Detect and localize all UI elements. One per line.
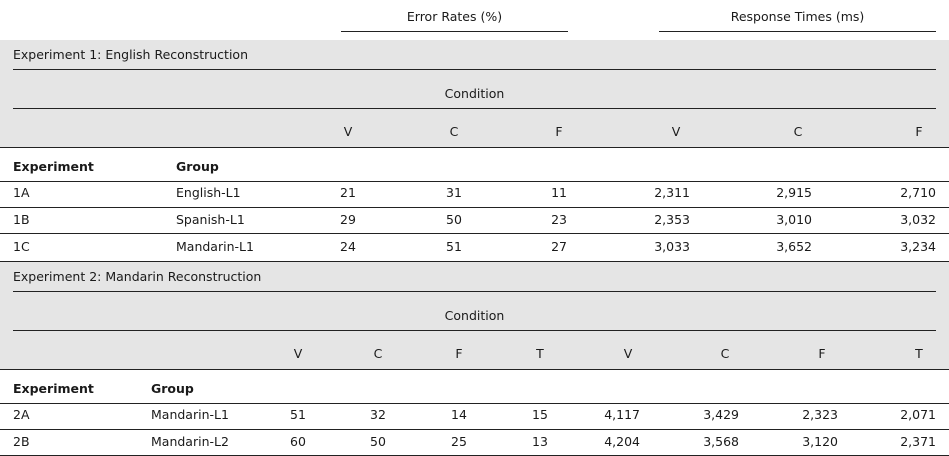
value-cell: 3,010 bbox=[776, 212, 812, 227]
value-cell: 3,032 bbox=[900, 212, 936, 227]
value-cell: 32 bbox=[370, 407, 386, 422]
group-cell: Mandarin-L1 bbox=[176, 239, 254, 254]
exp1-col-header: V bbox=[671, 124, 681, 139]
row-rule bbox=[0, 207, 949, 208]
value-cell: 51 bbox=[446, 239, 462, 254]
error-rates-rule bbox=[341, 31, 568, 32]
exp1-condition-rule bbox=[13, 108, 936, 109]
exp2-col-header: C bbox=[373, 346, 383, 361]
exp2-title: Experiment 2: Mandarin Reconstruction bbox=[13, 269, 262, 284]
value-cell: 51 bbox=[290, 407, 306, 422]
exp2-title-rule bbox=[13, 291, 936, 292]
value-cell: 50 bbox=[446, 212, 462, 227]
value-cell: 4,117 bbox=[604, 407, 640, 422]
exp1-title: Experiment 1: English Reconstruction bbox=[13, 47, 248, 62]
exp1-col-header: C bbox=[449, 124, 459, 139]
exp1-title-rule bbox=[13, 69, 936, 70]
row-rule bbox=[0, 429, 949, 430]
value-cell: 25 bbox=[451, 434, 467, 449]
value-cell: 24 bbox=[340, 239, 356, 254]
value-cell: 2,311 bbox=[654, 185, 690, 200]
experiment-cell: 2B bbox=[13, 434, 30, 449]
experiment-cell: 1C bbox=[13, 239, 30, 254]
value-cell: 13 bbox=[532, 434, 548, 449]
exp1-header-rule bbox=[0, 147, 949, 148]
exp1-experiment-header: Experiment bbox=[13, 159, 94, 174]
value-cell: 2,710 bbox=[900, 185, 936, 200]
exp1-condition-label: Condition bbox=[444, 86, 505, 101]
value-cell: 27 bbox=[551, 239, 567, 254]
exp1-group-header: Group bbox=[176, 159, 219, 174]
value-cell: 14 bbox=[451, 407, 467, 422]
value-cell: 21 bbox=[340, 185, 356, 200]
experiment-cell: 1A bbox=[13, 185, 30, 200]
value-cell: 3,652 bbox=[776, 239, 812, 254]
exp1-col-header: F bbox=[555, 124, 563, 139]
value-cell: 2,353 bbox=[654, 212, 690, 227]
value-cell: 31 bbox=[446, 185, 462, 200]
value-cell: 2,915 bbox=[776, 185, 812, 200]
exp2-group-header: Group bbox=[151, 381, 194, 396]
value-cell: 3,234 bbox=[900, 239, 936, 254]
value-cell: 60 bbox=[290, 434, 306, 449]
experiment-cell: 2A bbox=[13, 407, 30, 422]
group-cell: Mandarin-L1 bbox=[151, 407, 229, 422]
exp1-col-header: F bbox=[915, 124, 923, 139]
error-rates-heading: Error Rates (%) bbox=[406, 9, 503, 24]
exp2-col-header: F bbox=[818, 346, 826, 361]
value-cell: 3,033 bbox=[654, 239, 690, 254]
exp1-header-band bbox=[0, 40, 949, 148]
value-cell: 2,071 bbox=[900, 407, 936, 422]
row-rule bbox=[0, 233, 949, 234]
exp1-colhead-rule bbox=[0, 181, 949, 182]
group-cell: Mandarin-L2 bbox=[151, 434, 229, 449]
value-cell: 2,371 bbox=[900, 434, 936, 449]
section-rule bbox=[0, 261, 949, 262]
exp2-colhead-rule bbox=[0, 403, 949, 404]
value-cell: 3,120 bbox=[802, 434, 838, 449]
exp2-col-header: C bbox=[720, 346, 730, 361]
exp2-experiment-header: Experiment bbox=[13, 381, 94, 396]
value-cell: 11 bbox=[551, 185, 567, 200]
group-cell: English-L1 bbox=[176, 185, 241, 200]
value-cell: 4,204 bbox=[604, 434, 640, 449]
value-cell: 3,568 bbox=[703, 434, 739, 449]
exp2-col-header: T bbox=[536, 346, 544, 361]
group-cell: Spanish-L1 bbox=[176, 212, 245, 227]
value-cell: 3,429 bbox=[703, 407, 739, 422]
exp2-header-rule bbox=[0, 369, 949, 370]
exp2-col-header: V bbox=[293, 346, 303, 361]
exp2-col-header: F bbox=[455, 346, 463, 361]
value-cell: 23 bbox=[551, 212, 567, 227]
value-cell: 50 bbox=[370, 434, 386, 449]
experiment-cell: 1B bbox=[13, 212, 30, 227]
exp2-col-header: V bbox=[623, 346, 633, 361]
exp1-col-header: C bbox=[793, 124, 803, 139]
response-times-rule bbox=[659, 31, 936, 32]
value-cell: 15 bbox=[532, 407, 548, 422]
exp2-header-band bbox=[0, 262, 949, 370]
value-cell: 2,323 bbox=[802, 407, 838, 422]
value-cell: 29 bbox=[340, 212, 356, 227]
exp1-col-header: V bbox=[343, 124, 353, 139]
exp2-condition-label: Condition bbox=[444, 308, 505, 323]
response-times-heading: Response Times (ms) bbox=[730, 9, 865, 24]
exp2-condition-rule bbox=[13, 330, 936, 331]
exp2-col-header: T bbox=[915, 346, 923, 361]
